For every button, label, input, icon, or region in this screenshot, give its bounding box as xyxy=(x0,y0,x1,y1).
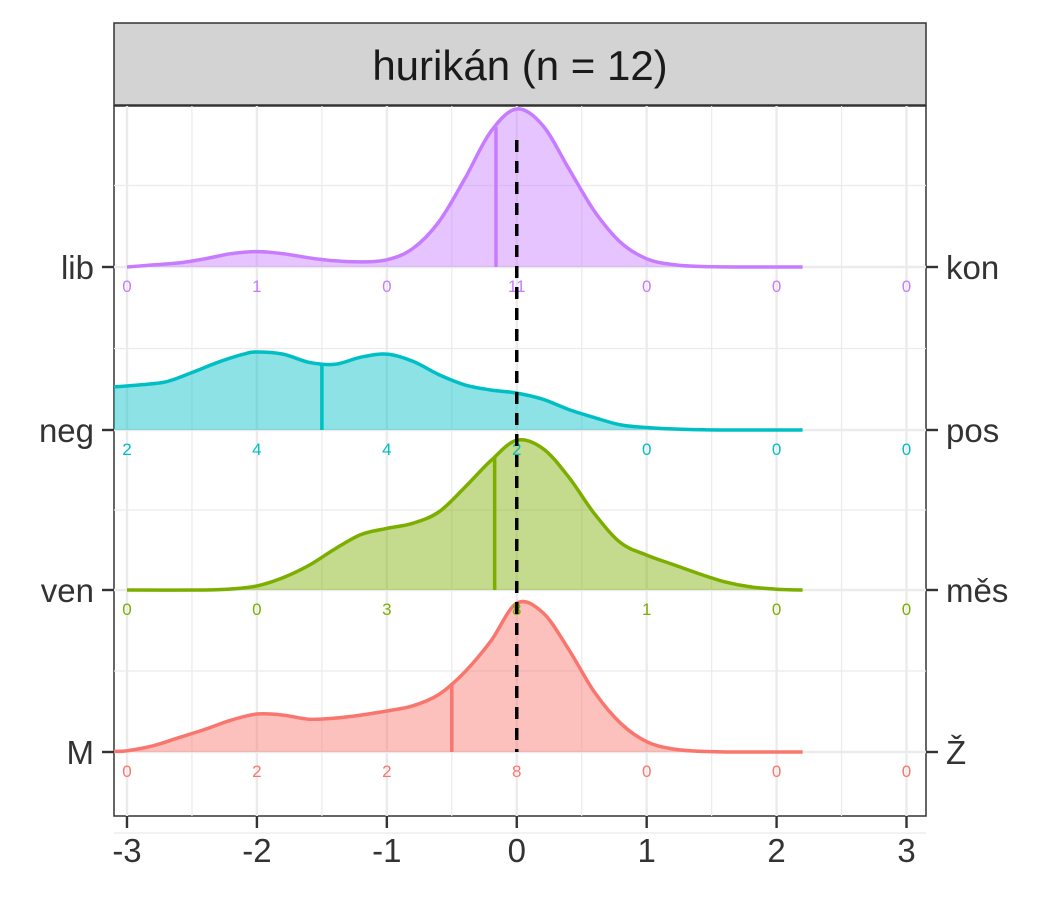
count-label: 4 xyxy=(252,440,261,459)
count-label: 0 xyxy=(772,762,781,781)
density-area xyxy=(127,439,803,591)
density-area xyxy=(114,352,803,431)
x-tick-label: -1 xyxy=(372,832,401,869)
count-label: 2 xyxy=(252,762,261,781)
count-label: 0 xyxy=(122,600,131,619)
count-label: 4 xyxy=(382,440,391,459)
density-line xyxy=(126,107,803,269)
left-axis-label: ven xyxy=(41,572,94,609)
count-label: 0 xyxy=(902,600,911,619)
right-axis-label: měs xyxy=(946,572,1008,609)
count-label: 2 xyxy=(122,440,131,459)
density-area xyxy=(127,108,803,268)
ridge-ven xyxy=(126,437,803,592)
density-line xyxy=(113,599,803,754)
x-tick-label: -2 xyxy=(242,832,271,869)
left-axis-label: M xyxy=(67,734,95,771)
count-label: 1 xyxy=(252,277,261,296)
ridge-lib xyxy=(126,107,803,269)
count-label: 1 xyxy=(642,600,651,619)
count-label: 0 xyxy=(642,277,651,296)
x-tick-label: 3 xyxy=(897,832,915,869)
right-axis-label: pos xyxy=(946,412,999,449)
count-label: 0 xyxy=(642,762,651,781)
density-line xyxy=(113,350,803,432)
facet-strip-background xyxy=(113,22,927,106)
x-tick-label: 2 xyxy=(767,832,785,869)
count-label: 0 xyxy=(122,762,131,781)
count-label: 0 xyxy=(122,277,131,296)
count-label: 0 xyxy=(902,440,911,459)
count-label: 2 xyxy=(512,440,521,459)
x-tick-label: -3 xyxy=(112,832,141,869)
ridge-M xyxy=(113,599,803,754)
count-label: 8 xyxy=(512,762,521,781)
x-axis: -3 -2 -1 0 1 2 3 xyxy=(112,816,916,869)
count-label: 0 xyxy=(772,440,781,459)
plot-panel xyxy=(113,105,927,817)
right-axis-label: Ž xyxy=(946,734,966,771)
ridge-neg xyxy=(113,350,803,432)
mean-markers xyxy=(320,127,498,752)
left-axis-label: neg xyxy=(39,412,94,449)
x-tick-label: 0 xyxy=(508,832,526,869)
count-label: 11 xyxy=(508,277,526,296)
density-line xyxy=(126,437,803,592)
right-axis-label: kon xyxy=(946,249,999,286)
count-label: 0 xyxy=(642,440,651,459)
facet-title: hurikán (n = 12) xyxy=(372,42,667,89)
facet-strip: hurikán (n = 12) xyxy=(113,22,927,106)
count-label: 2 xyxy=(382,762,391,781)
count-label: 0 xyxy=(902,277,911,296)
density-ridges xyxy=(113,107,803,754)
count-label: 0 xyxy=(902,762,911,781)
x-tick-label: 1 xyxy=(637,832,655,869)
count-label: 0 xyxy=(772,277,781,296)
count-label: 0 xyxy=(252,600,261,619)
left-axis-label: lib xyxy=(61,249,94,286)
count-label: 0 xyxy=(382,277,391,296)
count-label: 3 xyxy=(382,600,391,619)
count-label: 0 xyxy=(772,600,781,619)
